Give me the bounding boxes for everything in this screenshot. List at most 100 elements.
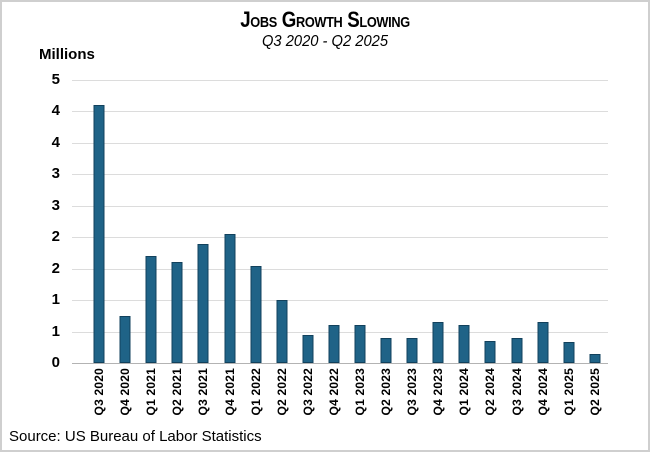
y-axis-title: Millions: [39, 46, 95, 63]
gridline: [72, 174, 608, 176]
y-tick-label: 3: [51, 165, 60, 183]
bar-q1-2023: [354, 325, 366, 363]
bar-q3-2023: [406, 337, 418, 363]
bar-slot: [216, 80, 242, 363]
y-axis-tick-labels: 5 4 4 3 3 2 2 1 1 0: [20, 72, 60, 370]
bar-slot: [556, 80, 582, 363]
gridline: [72, 237, 608, 239]
y-tick-label: 3: [51, 196, 60, 214]
bar-q1-2022: [250, 265, 262, 363]
y-tick-label: 2: [51, 259, 60, 277]
x-tick-label: Q4 2020: [118, 368, 133, 416]
x-label-slot: Q2 2023: [373, 368, 399, 426]
x-label-slot: Q3 2024: [504, 368, 530, 426]
bar-slot: [373, 80, 399, 363]
gridline: [72, 268, 608, 270]
x-label-slot: Q4 2023: [425, 368, 451, 426]
x-tick-label: Q4 2021: [222, 368, 237, 416]
bar-slot: [269, 80, 295, 363]
x-label-slot: Q3 2020: [86, 368, 112, 426]
bar-q2-2025: [589, 353, 601, 363]
bar-q3-2022: [302, 334, 314, 363]
bar-slot: [138, 80, 164, 363]
bar-q4-2024: [537, 322, 549, 363]
x-tick-label: Q3 2022: [300, 368, 315, 416]
x-tick-label: Q2 2023: [379, 368, 394, 416]
bar-q4-2022: [328, 325, 340, 363]
x-tick-label: Q1 2024: [457, 368, 472, 416]
bar-slot: [112, 80, 138, 363]
gridline: [72, 142, 608, 144]
x-tick-label: Q4 2024: [535, 368, 550, 416]
bar-q2-2023: [380, 337, 392, 363]
y-tick-label: 1: [51, 322, 60, 340]
bar-slot: [451, 80, 477, 363]
x-label-slot: Q2 2025: [582, 368, 608, 426]
x-axis-tick-labels: Q3 2020 Q4 2020 Q1 2021 Q2 2021 Q3 2021 Q4 20…: [86, 368, 608, 426]
bar-q2-2024: [484, 341, 496, 363]
bar-q3-2020: [93, 105, 105, 363]
bar-slot: [582, 80, 608, 363]
bar-slot: [295, 80, 321, 363]
x-label-slot: Q1 2024: [451, 368, 477, 426]
bar-q1-2024: [458, 325, 470, 363]
bar-slot: [530, 80, 556, 363]
bar-slot: [243, 80, 269, 363]
bar-series: [86, 80, 608, 363]
y-tick-label: 0: [51, 353, 60, 371]
bar-slot: [321, 80, 347, 363]
x-tick-label: Q4 2023: [431, 368, 446, 416]
x-axis-line: [72, 363, 608, 364]
bar-slot: [425, 80, 451, 363]
x-tick-label: Q2 2021: [170, 368, 185, 416]
x-label-slot: Q2 2021: [164, 368, 190, 426]
x-tick-label: Q2 2022: [274, 368, 289, 416]
x-label-slot: Q4 2020: [112, 368, 138, 426]
x-tick-label: Q2 2024: [483, 368, 498, 416]
plot-area: [72, 80, 608, 364]
y-tick-label: 1: [51, 291, 60, 309]
source-note: Source: US Bureau of Labor Statistics: [9, 428, 262, 445]
bar-slot: [164, 80, 190, 363]
x-tick-label: Q1 2023: [352, 368, 367, 416]
x-label-slot: Q1 2025: [556, 368, 582, 426]
bar-slot: [477, 80, 503, 363]
x-label-slot: Q4 2024: [530, 368, 556, 426]
bar-q4-2023: [432, 322, 444, 363]
x-label-slot: Q3 2023: [399, 368, 425, 426]
x-tick-label: Q3 2024: [509, 368, 524, 416]
x-tick-label: Q3 2020: [92, 368, 107, 416]
y-tick-label: 4: [51, 102, 60, 120]
x-label-slot: Q1 2022: [243, 368, 269, 426]
gridline: [72, 205, 608, 207]
x-tick-label: Q1 2021: [144, 368, 159, 416]
gridline: [72, 300, 608, 302]
x-tick-label: Q3 2021: [196, 368, 211, 416]
bar-slot: [190, 80, 216, 363]
y-tick-label: 4: [51, 133, 60, 151]
bar-slot: [86, 80, 112, 363]
bar-q2-2021: [171, 262, 183, 363]
x-label-slot: Q2 2024: [477, 368, 503, 426]
bar-q1-2025: [563, 342, 575, 363]
chart-subtitle: Q3 2020 - Q2 2025: [261, 33, 389, 50]
x-label-slot: Q3 2022: [295, 368, 321, 426]
x-label-slot: Q3 2021: [190, 368, 216, 426]
bar-q2-2022: [276, 300, 288, 363]
x-tick-label: Q1 2025: [561, 368, 576, 416]
x-label-slot: Q2 2022: [269, 368, 295, 426]
x-tick-label: Q4 2022: [326, 368, 341, 416]
bar-q1-2021: [145, 256, 157, 363]
x-label-slot: Q1 2023: [347, 368, 373, 426]
gridline: [72, 111, 608, 113]
bar-slot: [399, 80, 425, 363]
y-tick-label: 5: [51, 70, 60, 88]
x-label-slot: Q4 2021: [216, 368, 242, 426]
bar-q3-2024: [511, 337, 523, 363]
x-label-slot: Q1 2021: [138, 368, 164, 426]
x-tick-label: Q1 2022: [248, 368, 263, 416]
x-tick-label: Q2 2025: [587, 368, 602, 416]
x-tick-label: Q3 2023: [405, 368, 420, 416]
y-tick-label: 2: [51, 228, 60, 246]
